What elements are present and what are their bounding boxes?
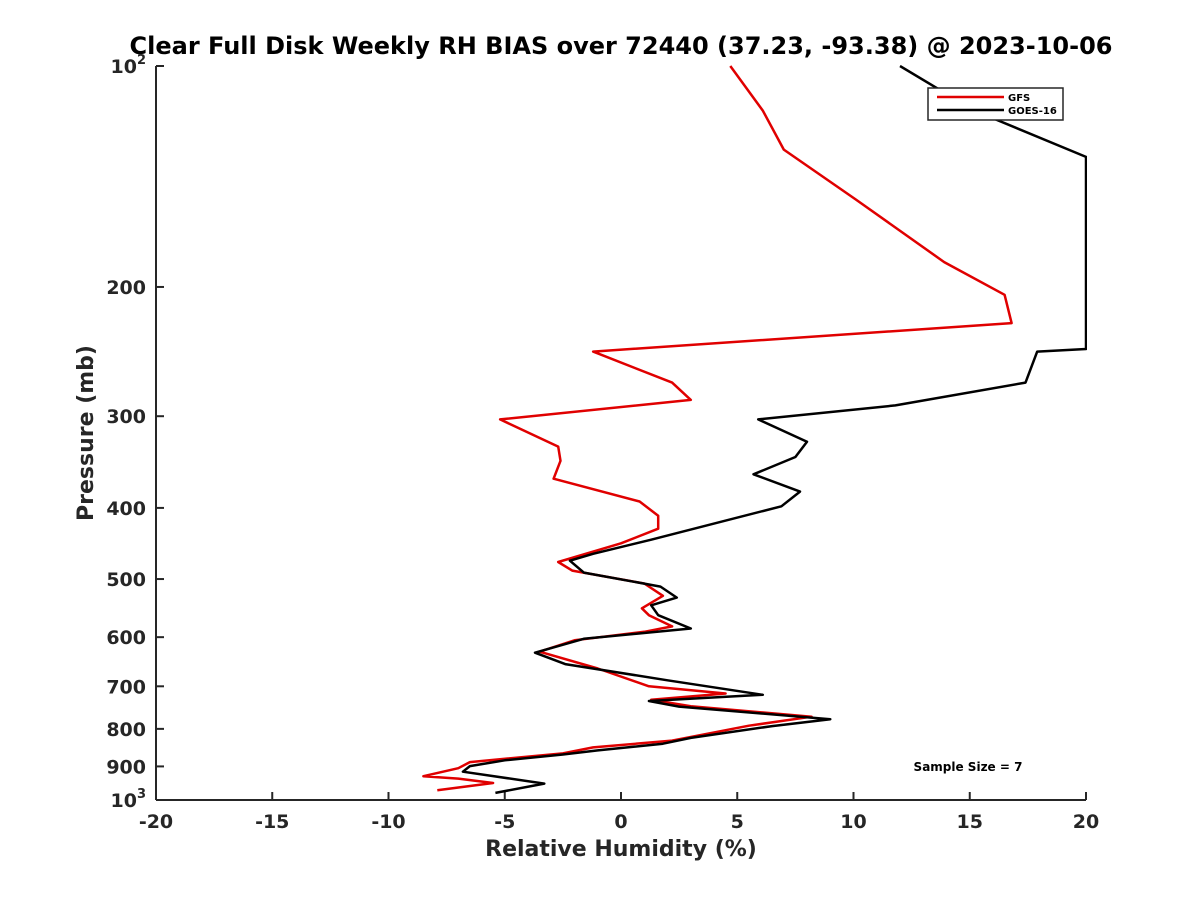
y-tick-label: 900 [106, 756, 146, 778]
y-tick-label: 103 [111, 787, 147, 812]
x-tick-label: 5 [731, 811, 744, 833]
x-tick-label: 15 [957, 811, 983, 833]
x-tick-label: 0 [614, 811, 627, 833]
legend: GFS GOES-16 [927, 87, 1064, 121]
x-ticks: -20 -15 -10 -5 0 5 10 15 20 [139, 792, 1099, 833]
series-line-gfs [422, 65, 1013, 792]
y-tick-label: 300 [106, 406, 146, 428]
x-tick-label: -10 [371, 811, 405, 833]
y-ticks: 102 200 300 400 500 600 700 800 900 103 [106, 53, 164, 812]
x-tick-label: -15 [255, 811, 289, 833]
x-tick-label: -20 [139, 811, 173, 833]
plot-area [155, 66, 1086, 801]
y-tick-label: 102 [111, 53, 147, 78]
y-tick-label: 400 [106, 498, 146, 520]
y-tick-label: 800 [106, 719, 146, 741]
series-line-goes16 [461, 65, 1087, 795]
y-tick-label: 500 [106, 569, 146, 591]
chart-title: Clear Full Disk Weekly RH BIAS over 7244… [130, 32, 1113, 60]
series-group [422, 65, 1087, 795]
sample-size-annotation: Sample Size = 7 [914, 760, 1023, 774]
legend-label-goes16: GOES-16 [1008, 106, 1057, 117]
y-tick-label: 200 [106, 277, 146, 299]
legend-box [927, 87, 1064, 121]
y-tick-label: 700 [106, 676, 146, 698]
y-tick-label: 600 [106, 627, 146, 649]
legend-label-gfs: GFS [1008, 93, 1030, 104]
x-axis-label: Relative Humidity (%) [485, 837, 757, 862]
x-tick-label: 20 [1073, 811, 1099, 833]
x-tick-label: -5 [494, 811, 515, 833]
x-tick-label: 10 [840, 811, 866, 833]
y-axis-label: Pressure (mb) [74, 345, 99, 521]
